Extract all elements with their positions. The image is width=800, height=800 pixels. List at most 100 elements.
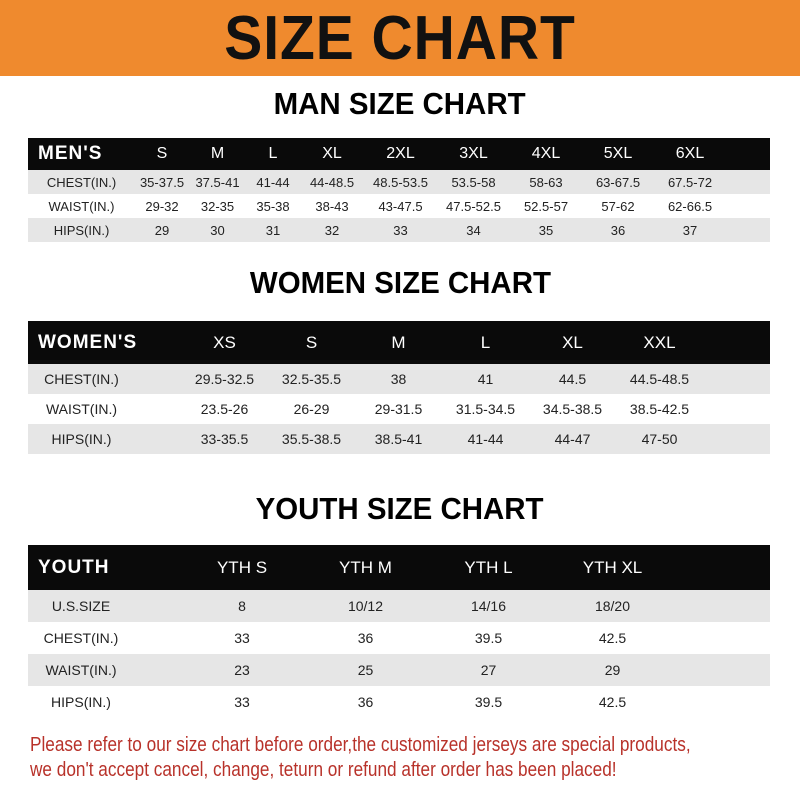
notice-line: we don't accept cancel, change, teturn o…	[30, 759, 617, 781]
row-label: U.S.SIZE	[51, 598, 111, 614]
table-cell: 2XL	[386, 145, 415, 162]
table-cell: 29.5-32.5	[194, 371, 255, 387]
table-row: WAIST(IN.) 23 25 27 29	[28, 654, 770, 686]
table-cell: 41-44	[467, 431, 504, 447]
table-cell: 52.5-57	[523, 198, 569, 214]
table-cell: YTH S	[216, 557, 268, 577]
table-cell: 23.5-26	[200, 401, 249, 417]
table-cell: 44-48.5	[309, 174, 355, 190]
youth-title: YOUTH SIZE CHART	[256, 491, 544, 526]
table-cell: 44.5-48.5	[629, 371, 690, 387]
men-size-table: MEN'S S M L XL 2XL 3XL 4XL 5XL 6XL CHEST(IN.) 35-37…	[28, 138, 770, 242]
table-cell: XS	[213, 332, 236, 352]
table-cell: 5XL	[603, 145, 633, 162]
table-cell: YTH M	[339, 557, 392, 577]
table-cell: 33	[393, 222, 408, 238]
table-cell: 32.5-35.5	[281, 371, 342, 387]
row-label: WAIST(IN.)	[45, 662, 117, 678]
table-cell: M	[391, 332, 406, 352]
table-cell: 10/12	[347, 598, 384, 614]
table-cell: L	[480, 332, 491, 352]
table-cell: 42.5	[598, 630, 627, 646]
table-cell: 63-67.5	[595, 174, 641, 190]
table-row: HIPS(IN.) 33 36 39.5 42.5	[28, 686, 770, 718]
women-size-table: WOMEN'S XS S M L XL XXL CHEST(IN.) 29.5-32.5 32.5…	[28, 321, 770, 454]
table-cell: 3XL	[459, 145, 488, 162]
table-cell: 38.5-41	[374, 431, 423, 447]
table-cell: 29-31.5	[374, 401, 423, 417]
table-row: HIPS(IN.) 33-35.5 35.5-38.5 38.5-41 41-44 44-…	[28, 424, 770, 454]
men-title: MAN SIZE CHART	[274, 86, 526, 121]
table-row: CHEST(IN.) 29.5-32.5 32.5-35.5 38 41 44.5 44.5…	[28, 364, 770, 394]
table-row: WAIST(IN.) 23.5-26 26-29 29-31.5 31.5-34.5 34…	[28, 394, 770, 424]
table-cell: 33	[234, 630, 250, 646]
table-cell: 8	[238, 598, 246, 614]
table-cell: 41	[477, 371, 494, 387]
table-cell: 38.5-42.5	[629, 401, 690, 417]
table-cell: 35-38	[256, 198, 290, 214]
table-cell: 36	[610, 222, 626, 238]
table-cell: 35-37.5	[139, 174, 185, 190]
table-cell: 36	[357, 694, 374, 710]
table-cell: 58-63	[529, 174, 563, 190]
row-label: CHEST(IN.)	[44, 371, 119, 387]
table-cell: 38-43	[315, 198, 349, 214]
notice-line: Please refer to our size chart before or…	[30, 734, 691, 756]
table-cell: 26-29	[293, 401, 330, 417]
row-label: CHEST(IN.)	[46, 174, 117, 190]
table-cell: 43-47.5	[378, 198, 423, 214]
table-header-label: WOMEN'S	[38, 331, 138, 353]
table-cell: 18/20	[594, 598, 631, 614]
table-row: CHEST(IN.) 33 36 39.5 42.5	[28, 622, 770, 654]
table-cell: M	[210, 145, 225, 162]
banner-title: SIZE CHART	[224, 3, 576, 73]
table-cell: YTH L	[464, 557, 513, 577]
table-cell: 35	[538, 222, 554, 238]
table-cell: 36	[357, 630, 374, 646]
table-cell: 29-32	[145, 198, 179, 214]
table-cell: 67.5-72	[667, 174, 713, 190]
table-cell: 33-35.5	[200, 431, 249, 447]
table-cell: 23	[234, 662, 250, 678]
size-chart-banner: SIZE CHART	[0, 0, 800, 76]
table-cell: 47.5-52.5	[446, 198, 501, 214]
table-cell: 57-62	[601, 198, 635, 214]
table-row: CHEST(IN.) 35-37.5 37.5-41 41-44 44-48.5 48.5…	[28, 170, 770, 194]
table-cell: XL	[322, 145, 342, 162]
table-cell: 27	[480, 662, 497, 678]
table-header-row: MEN'S S M L XL 2XL 3XL 4XL 5XL 6XL	[28, 138, 770, 170]
table-cell: 62-66.5	[667, 198, 713, 214]
table-cell: 4XL	[531, 145, 561, 162]
table-cell: S	[156, 145, 168, 162]
table-cell: 38	[390, 371, 407, 387]
table-row: WAIST(IN.) 29-32 32-35 35-38 38-43 43-47.5 47.…	[28, 194, 770, 218]
table-cell: 31.5-34.5	[455, 401, 516, 417]
table-cell: 33	[234, 694, 250, 710]
table-cell: 25	[357, 662, 374, 678]
table-cell: 37.5-41	[195, 174, 240, 190]
row-label: CHEST(IN.)	[43, 630, 119, 646]
table-cell: 31	[265, 222, 281, 238]
row-label: HIPS(IN.)	[53, 222, 110, 238]
row-label: WAIST(IN.)	[48, 198, 115, 214]
table-cell: 44-47	[554, 431, 591, 447]
order-notice: Please refer to our size chart before or…	[30, 733, 691, 783]
table-cell: XXL	[643, 332, 676, 352]
table-cell: 32	[324, 222, 340, 238]
table-cell: 29	[154, 222, 170, 238]
table-cell: 6XL	[675, 145, 705, 162]
table-cell: XL	[562, 332, 583, 352]
table-cell: 37	[682, 222, 698, 238]
table-cell: 42.5	[598, 694, 627, 710]
table-header-label: YOUTH	[38, 556, 110, 578]
table-header-row: WOMEN'S XS S M L XL XXL	[28, 321, 770, 364]
table-cell: 53.5-58	[451, 174, 496, 190]
table-cell: 14/16	[470, 598, 507, 614]
table-cell: 35.5-38.5	[281, 431, 342, 447]
table-cell: 39.5	[474, 630, 503, 646]
table-cell: 39.5	[474, 694, 503, 710]
table-cell: 34	[466, 222, 481, 238]
table-header-row: YOUTH YTH S YTH M YTH L YTH XL	[28, 545, 770, 590]
women-title: WOMEN SIZE CHART	[249, 265, 551, 300]
table-cell: YTH XL	[582, 557, 643, 577]
